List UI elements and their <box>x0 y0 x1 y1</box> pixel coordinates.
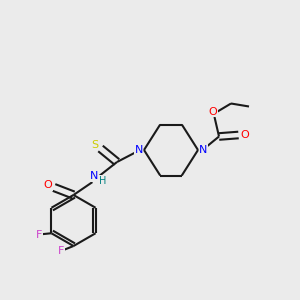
Text: S: S <box>92 140 99 150</box>
Text: H: H <box>99 176 106 186</box>
Text: O: O <box>240 130 249 140</box>
Text: O: O <box>208 106 217 117</box>
Text: N: N <box>199 145 208 155</box>
Text: F: F <box>36 230 43 240</box>
Text: O: O <box>44 180 52 190</box>
Text: N: N <box>134 145 143 155</box>
Text: F: F <box>58 246 65 256</box>
Text: N: N <box>89 171 98 181</box>
